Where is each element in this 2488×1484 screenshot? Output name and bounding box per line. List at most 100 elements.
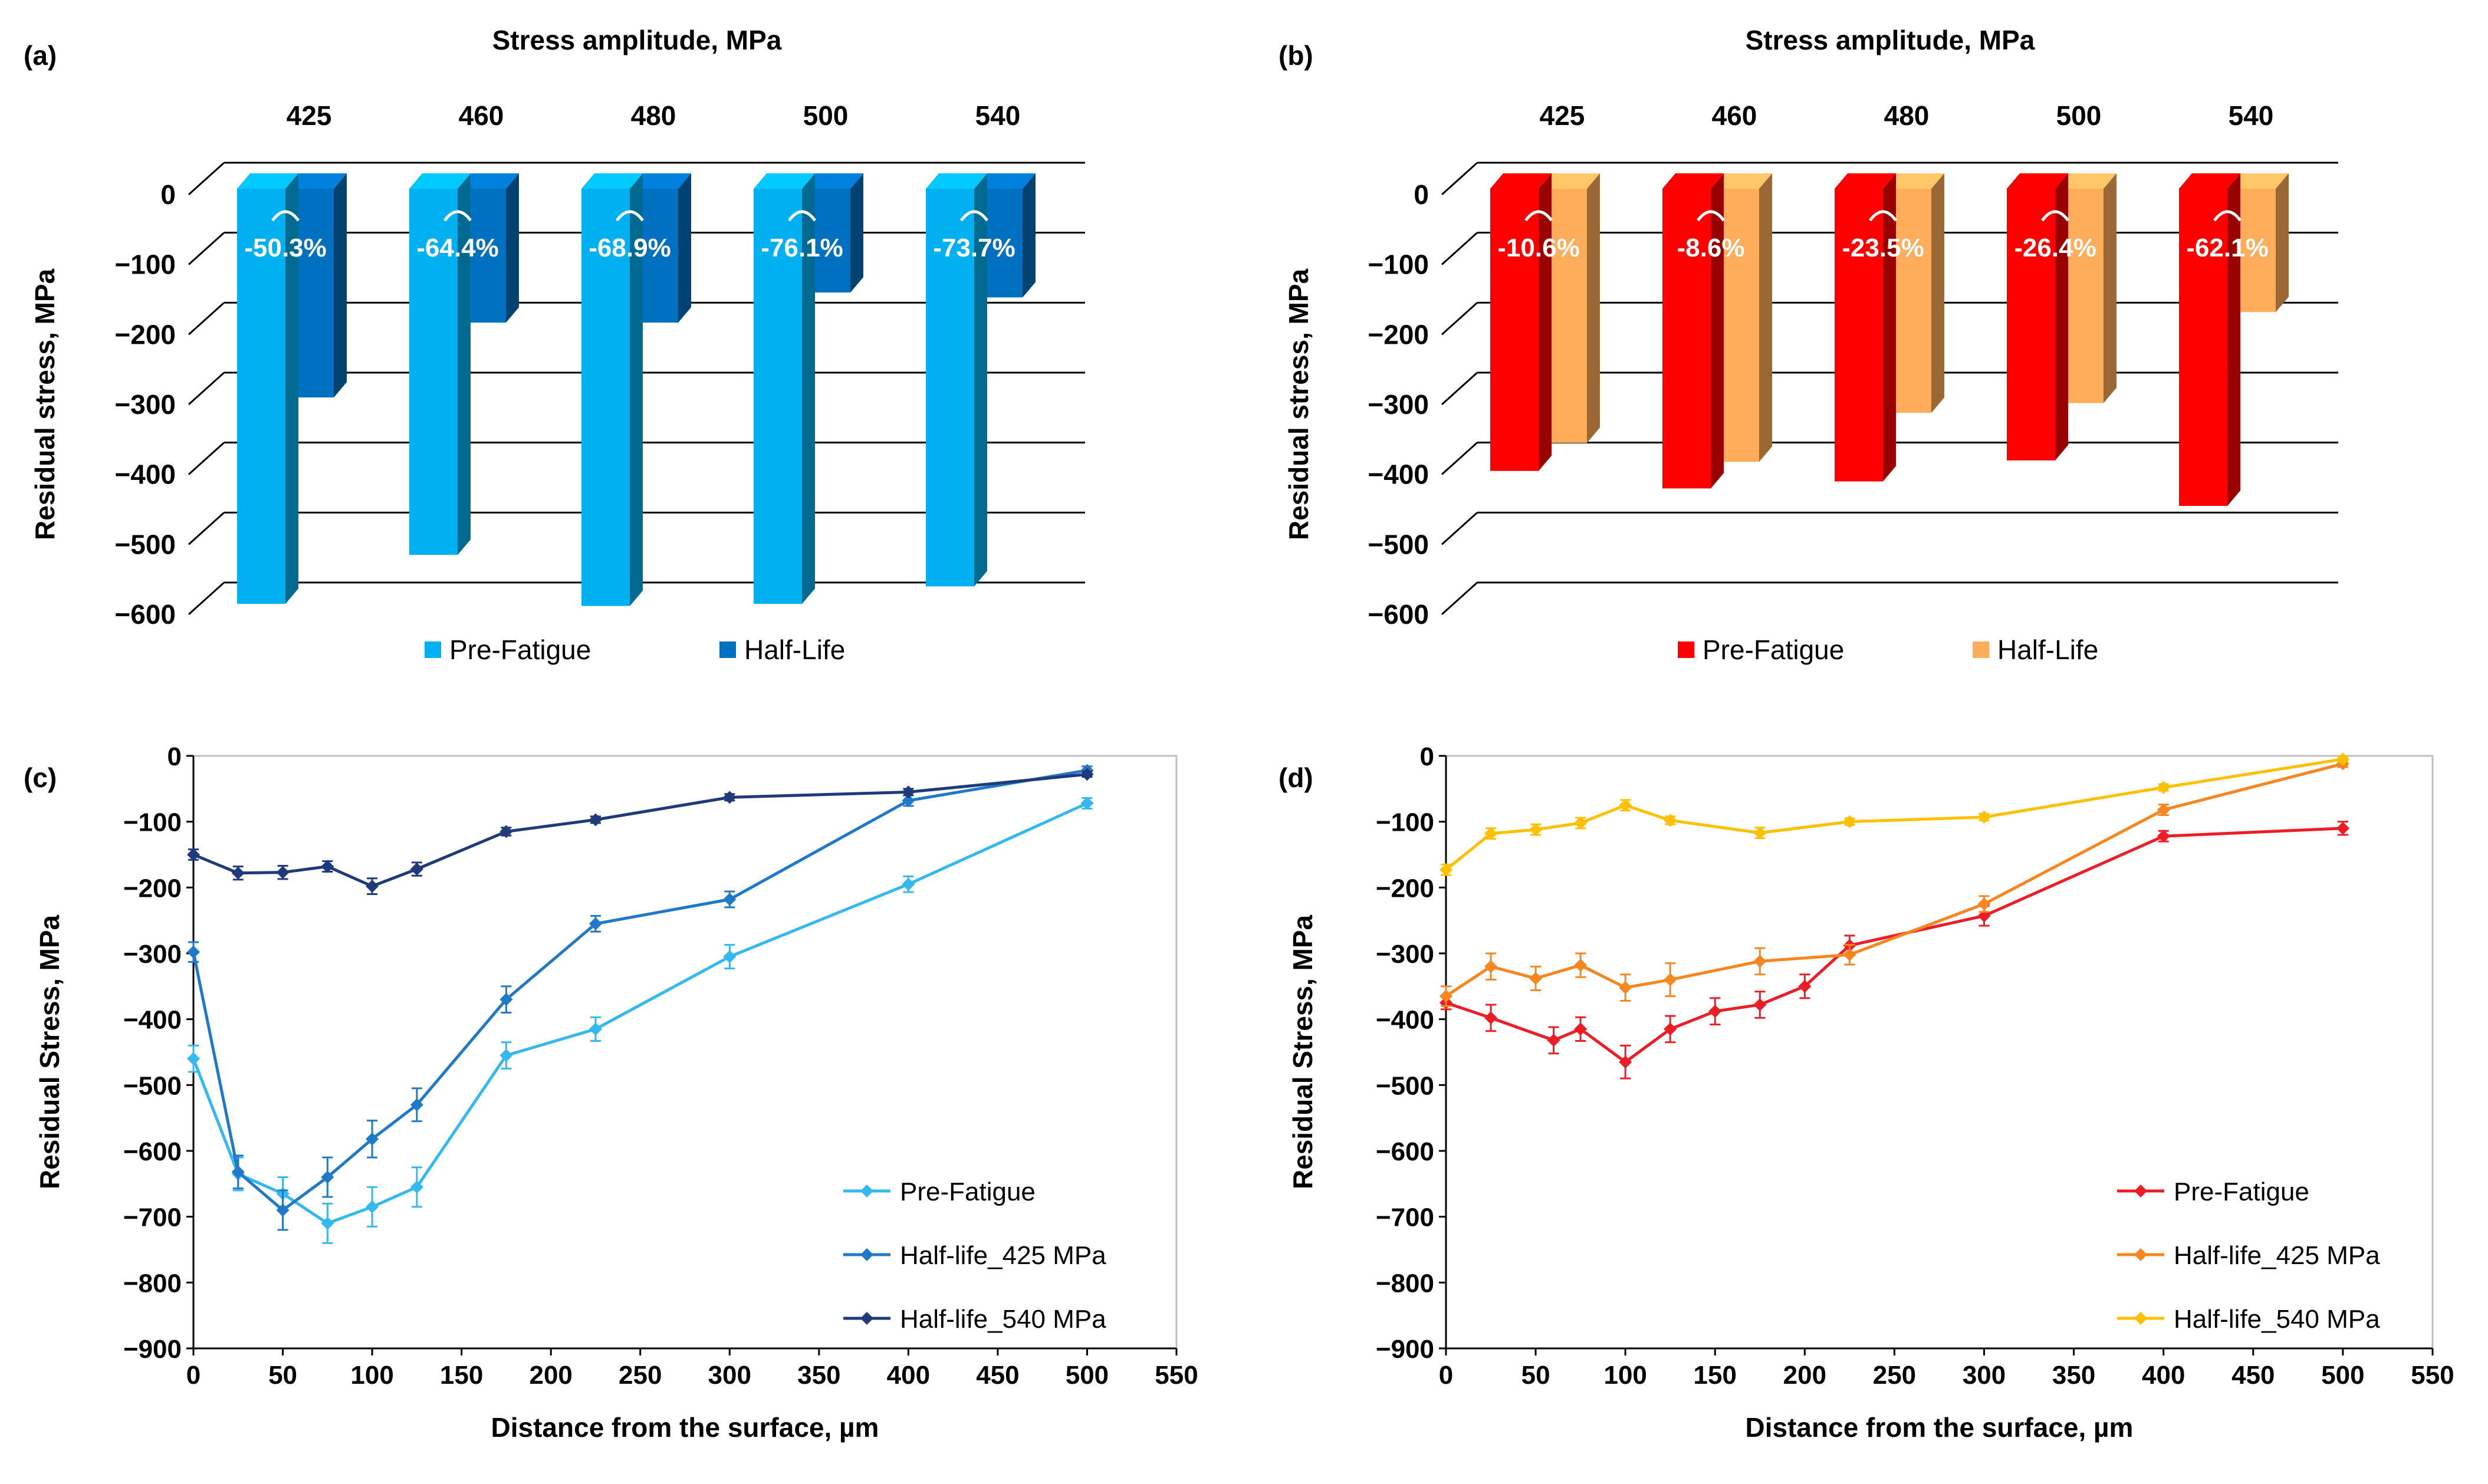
x-tick-label: 450 (976, 1361, 1019, 1390)
half-life-bar-side (334, 173, 347, 398)
y-axis-label: Residual Stress, MPa (1287, 914, 1318, 1189)
data-point (2336, 752, 2349, 766)
bar-panel-a: (a) Stress amplitude, MPa Residual stress,… (24, 25, 1085, 665)
data-point (1753, 998, 1767, 1012)
x-tick-label: 150 (1694, 1361, 1737, 1390)
data-point (410, 863, 423, 876)
x-tick-label: 300 (1963, 1361, 2006, 1390)
x-tick-label: 400 (2142, 1361, 2185, 1390)
reduction-annotation: -8.6% (1677, 233, 1745, 262)
half-life-bar-side (678, 173, 691, 323)
data-point (321, 1216, 334, 1230)
half-life-bar-side (1759, 173, 1772, 462)
annotation-arc (1696, 210, 1726, 222)
data-point (1080, 797, 1094, 810)
data-point (1977, 897, 1991, 911)
data-point (2157, 830, 2170, 843)
reduction-annotation: -10.6% (1497, 233, 1579, 262)
data-point (902, 877, 915, 891)
reduction-annotation: -50.3% (244, 233, 326, 262)
data-point (1529, 823, 1543, 837)
annotation-arc (1868, 210, 1898, 222)
pre-fatigue-bar (581, 189, 630, 606)
reduction-annotation: -26.4% (2014, 233, 2096, 262)
legend-label: Half-life_425 MPa (2174, 1241, 2380, 1270)
annotation-arc (271, 210, 300, 222)
half-life-bar-top (630, 173, 691, 189)
data-point (187, 1052, 200, 1065)
data-point (276, 1203, 290, 1217)
data-point (589, 1022, 602, 1036)
data-point (1080, 768, 1094, 781)
pre-fatigue-bar-top (2007, 173, 2068, 189)
panel-label: (c) (24, 762, 57, 793)
reduction-annotation: -23.5% (1842, 233, 1924, 262)
y-tick-label: −200 (123, 874, 182, 903)
data-point (902, 794, 915, 807)
x-tick-label: 550 (1155, 1361, 1198, 1390)
data-point (410, 1180, 423, 1194)
pre-fatigue-bar (409, 189, 458, 555)
category-label: 500 (2056, 100, 2102, 131)
series-2: Half-life_540 MPa (1439, 752, 2380, 1334)
reduction-annotation: -73.7% (933, 233, 1015, 262)
data-point (499, 993, 513, 1006)
x-tick-label: 500 (2321, 1361, 2364, 1390)
half-life-bar-side (506, 173, 519, 323)
line-panel-c: (c) 0 −100 −200 −300 −400 −500 −600 −700 −800 −900… (24, 742, 1198, 1443)
data-point (2336, 821, 2349, 835)
y-tick-label: −100 (1376, 808, 1434, 837)
y-tick-label: −600 (123, 1137, 182, 1166)
legend-label: Half-life_540 MPa (2174, 1305, 2380, 1334)
y-tick-label: −900 (1376, 1335, 1434, 1364)
y-tick-label: −300 (1376, 940, 1434, 969)
half-life-bar-top (2227, 173, 2289, 189)
x-tick-label: 250 (1873, 1361, 1916, 1390)
x-tick-label: 250 (619, 1361, 662, 1390)
data-point (1484, 1011, 1498, 1025)
data-point (1574, 1022, 1588, 1036)
data-point (1753, 826, 1767, 840)
half-life-bar-top (802, 173, 863, 189)
half-life-bar-side (850, 173, 863, 293)
y-tick-label: −700 (1376, 1203, 1434, 1232)
pre-fatigue-bar-side (2055, 173, 2068, 460)
pre-fatigue-bar (2007, 189, 2055, 460)
category-label: 480 (631, 100, 676, 131)
pre-fatigue-bar-top (237, 173, 298, 189)
half-life-bar-top (1539, 173, 1600, 189)
data-point (2157, 781, 2170, 794)
y-tick-label: −100 (1368, 249, 1429, 280)
legend-marker (2134, 1312, 2147, 1325)
data-point (1574, 816, 1588, 830)
category-label: 540 (975, 100, 1021, 131)
x-tick-label: 350 (2052, 1361, 2095, 1390)
pre-fatigue-bar-side (1539, 173, 1552, 471)
pre-fatigue-bar-side (630, 173, 643, 606)
gridline-depth (188, 371, 225, 406)
data-point (1484, 827, 1498, 840)
y-tick-label: −200 (1376, 874, 1434, 903)
pre-fatigue-bar-top (754, 173, 815, 189)
pre-fatigue-bar-top (2179, 173, 2240, 189)
y-tick-label: −500 (1376, 1071, 1434, 1100)
legend-label: Half-Life (1997, 634, 2098, 665)
data-point (276, 866, 290, 879)
half-life-bar-side (1587, 173, 1600, 443)
category-label: 460 (459, 100, 504, 131)
data-point (1843, 948, 1856, 962)
data-point (902, 785, 915, 799)
pre-fatigue-bar (237, 189, 285, 604)
pre-fatigue-bar (926, 189, 974, 587)
y-tick-label: 0 (1420, 742, 1434, 771)
y-tick-label: −100 (114, 249, 176, 280)
x-tick-label: 350 (797, 1361, 840, 1390)
pre-fatigue-bar (2179, 189, 2227, 506)
y-tick-label: −800 (123, 1269, 182, 1298)
legend-label: Half-life_540 MPa (900, 1305, 1106, 1334)
panel-label: (b) (1278, 40, 1313, 71)
pre-fatigue-bar-top (1490, 173, 1552, 189)
half-life-bar-side (1931, 173, 1944, 413)
x-tick-label: 400 (887, 1361, 930, 1390)
y-tick-label: −600 (1368, 599, 1429, 630)
